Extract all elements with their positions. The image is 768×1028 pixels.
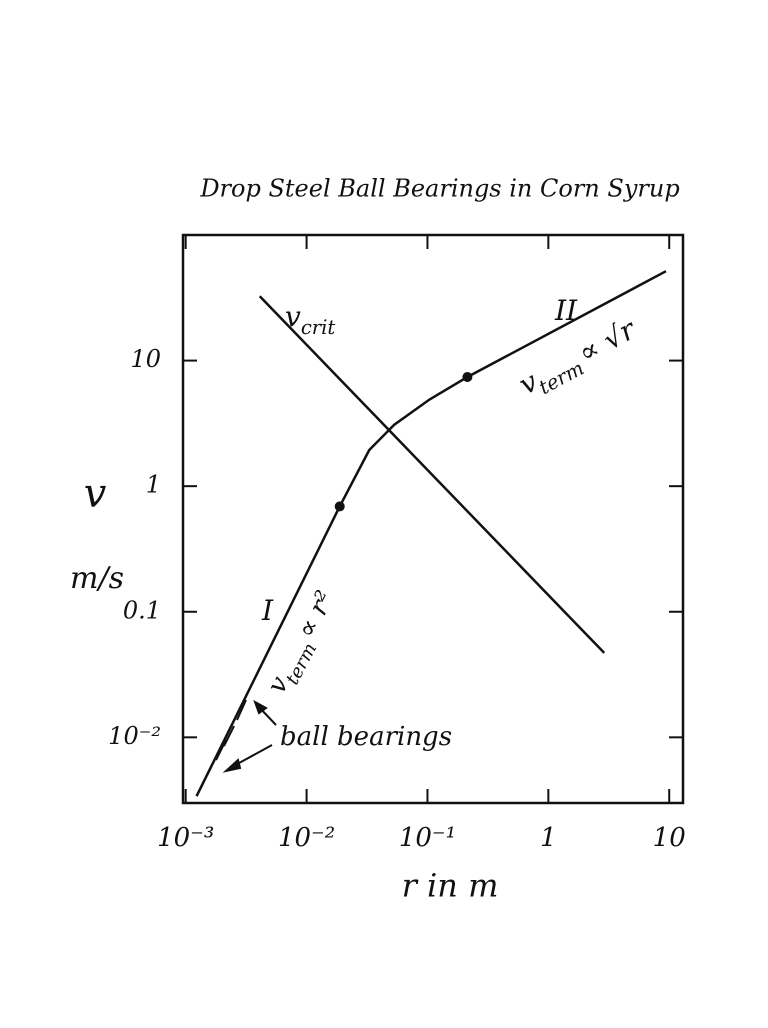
x-tick-label: 10⁻³ [157,823,214,853]
y-tick-label: 10 [130,345,161,373]
annotation-sub: term [282,640,321,689]
plot-frame [181,233,685,805]
annotation: I [261,594,274,627]
annotation-sub: term [535,356,588,399]
x-tick-label: 10⁻² [278,823,335,853]
y-tick-label: 1 [146,471,161,499]
x-tick-label: 10⁻¹ [399,823,456,853]
annotation-text: ball bearings [280,722,452,752]
x-axis-label: r in m [402,867,499,905]
curve [258,295,606,654]
annotation-text: v [285,300,301,333]
annotation-sub: crit [301,316,336,339]
x-tick-label: 10 [653,823,686,853]
y-axis-unit: m/s [70,561,124,596]
y-axis-label: v [84,471,107,517]
annotation-tail: ∝ r² [291,586,340,643]
y-tick-label: 0.1 [123,596,161,624]
annotation-text: II [554,294,578,327]
annotation: ball bearings [280,722,452,752]
chart-title: Drop Steel Ball Bearings in Corn Syrup [199,175,679,203]
annotation: vcrit [285,300,335,339]
point [334,501,345,512]
point [462,372,473,383]
annotation-text: I [261,594,274,627]
annotation: vterm∝ √r [513,312,644,406]
annotation-tail: ∝ √r [573,312,642,370]
annotation: II [554,294,578,327]
annotation-arrows [222,699,277,773]
y-tick-label: 10⁻² [108,722,161,750]
annotation: vterm∝ r² [262,586,346,701]
x-tick-label: 1 [540,823,557,853]
